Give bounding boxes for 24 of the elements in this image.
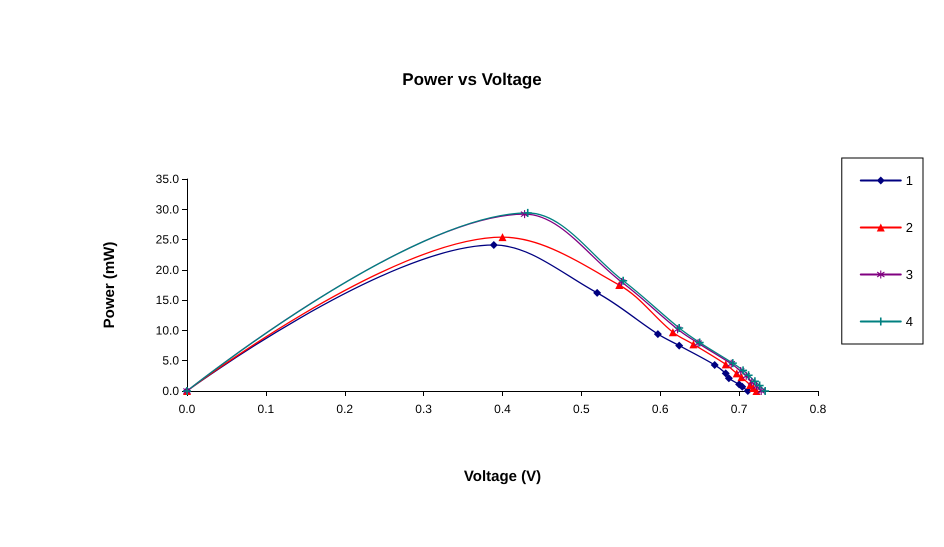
x-tick-label: 0.8	[810, 402, 827, 416]
y-tick-label: 10.0	[156, 323, 180, 338]
legend-label: 3	[906, 267, 914, 282]
x-tick-label: 0.0	[178, 402, 196, 416]
x-axis-title: Voltage (V)	[464, 468, 542, 485]
y-tick-label: 0.0	[162, 384, 180, 398]
legend-label: 4	[906, 314, 914, 329]
x-tick-label: 0.5	[573, 402, 590, 416]
x-tick-label: 0.7	[730, 402, 748, 416]
legend-label: 1	[906, 173, 914, 188]
y-tick-label: 25.0	[156, 232, 180, 247]
y-tick-label: 15.0	[156, 293, 180, 308]
legend-label: 2	[906, 220, 914, 235]
x-tick-label: 0.1	[258, 402, 275, 416]
y-tick-label: 30.0	[156, 202, 180, 216]
x-tick-label: 0.4	[494, 402, 512, 416]
chart-title: Power vs Voltage	[402, 70, 542, 89]
x-tick-label: 0.2	[336, 402, 354, 416]
x-tick-label: 0.6	[652, 402, 669, 416]
x-tick-label: 0.3	[415, 402, 432, 416]
y-tick-label: 35.0	[156, 172, 180, 186]
y-axis-title: Power (mW)	[101, 242, 118, 328]
y-tick-label: 20.0	[156, 262, 180, 277]
y-tick-label: 5.0	[162, 354, 180, 368]
